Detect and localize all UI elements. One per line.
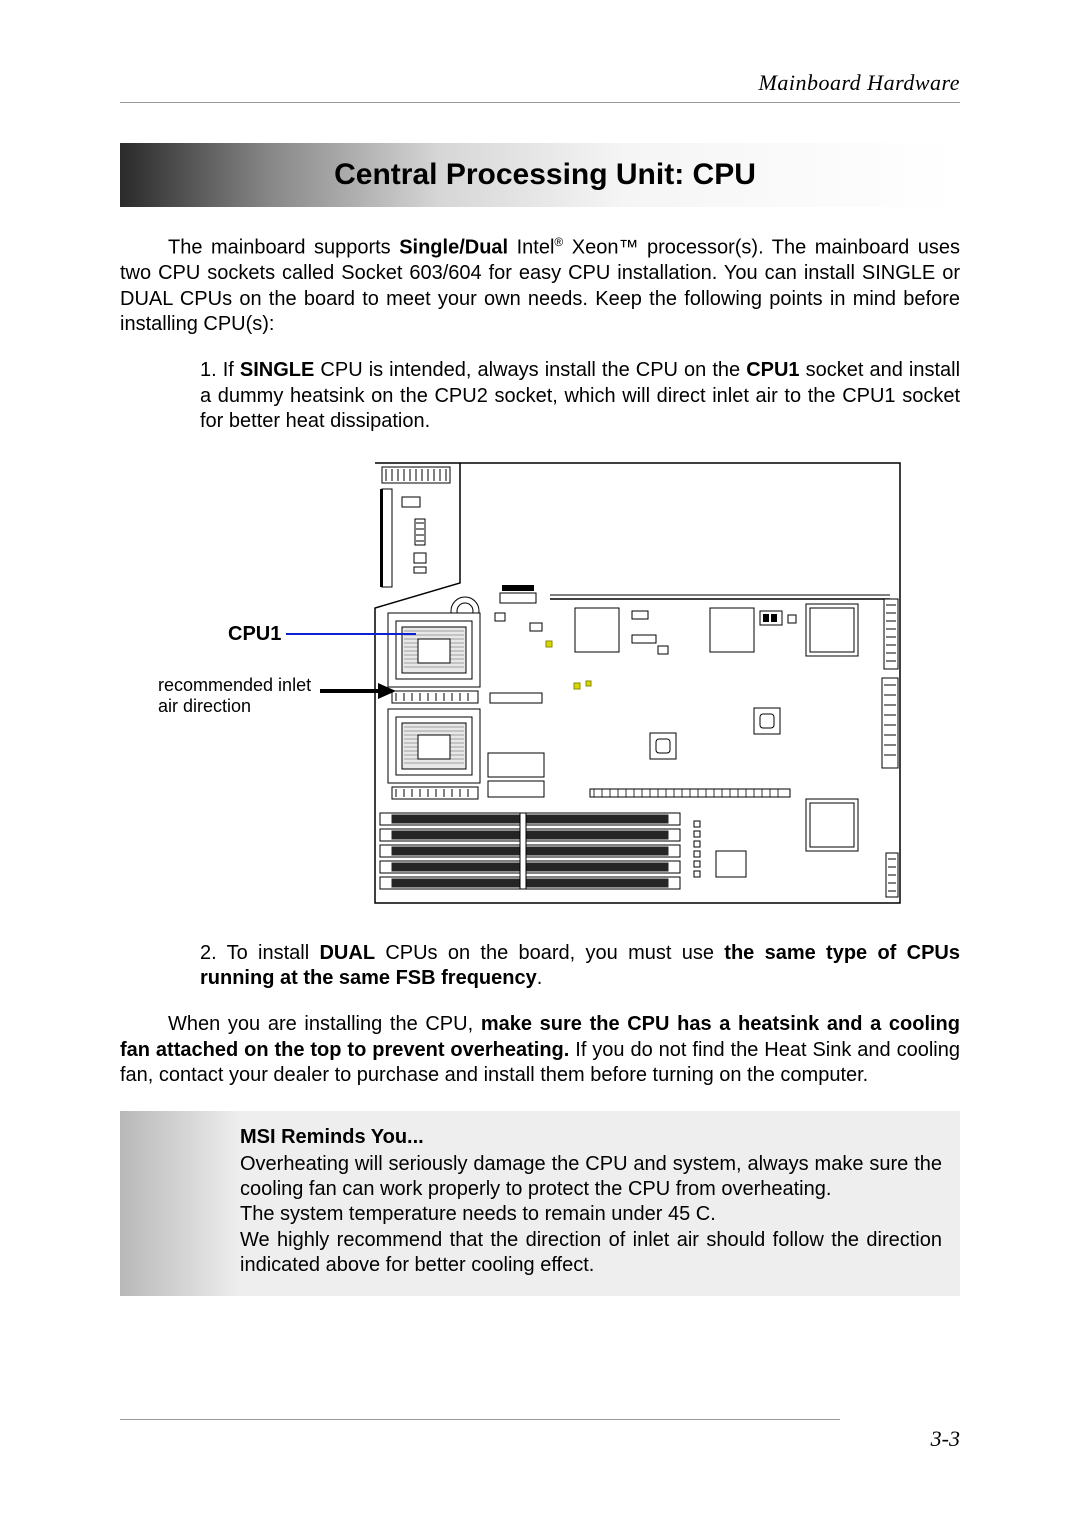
heatsink-paragraph: When you are installing the CPU, make su… [120,1012,960,1089]
page-number: 3-3 [120,1426,960,1452]
list-item-1: 1. If SINGLE CPU is intended, always ins… [200,358,960,435]
board-svg [120,453,960,913]
text-bold: SINGLE [240,359,314,381]
list-item-2: 2. To install DUAL CPUs on the board, yo… [200,941,960,992]
page-content: Mainboard Hardware Central Processing Un… [120,70,960,1296]
page-footer: 3-3 [120,1419,960,1452]
motherboard-diagram: CPU1 recommended inlet air direction [120,453,960,913]
text: 1. If [200,359,240,381]
cpu1-socket [388,613,480,687]
text-bold: Single/Dual [399,237,508,259]
reminder-gradient [120,1111,240,1296]
text-bold: DUAL [319,942,375,964]
registered-mark: ® [554,235,563,249]
text: CPUs on the board, you must use [375,942,724,964]
text: When you are installing the CPU, [168,1013,481,1035]
cpu2-socket [388,709,480,783]
text: The mainboard supports [168,237,399,259]
text: Intel [508,237,554,259]
text: CPU is intended, always install the CPU … [314,359,746,381]
section-title: Central Processing Unit: CPU [334,158,756,192]
reminder-line-3: We highly recommend that the direction o… [240,1228,942,1278]
reminder-box: MSI Reminds You... Overheating will seri… [120,1111,960,1296]
running-header: Mainboard Hardware [120,70,960,96]
reminder-title: MSI Reminds You... [240,1125,942,1150]
top-rule [120,102,960,103]
dimm-slots [380,813,680,889]
intro-paragraph: The mainboard supports Single/Dual Intel… [120,235,960,338]
reminder-line-1: Overheating will seriously damage the CP… [240,1152,942,1202]
text: . [537,967,543,989]
text: 2. To install [200,942,319,964]
section-title-bar: Central Processing Unit: CPU [120,143,960,207]
reminder-line-2: The system temperature needs to remain u… [240,1202,942,1227]
text-bold: CPU1 [746,359,799,381]
bottom-rule [120,1419,840,1420]
